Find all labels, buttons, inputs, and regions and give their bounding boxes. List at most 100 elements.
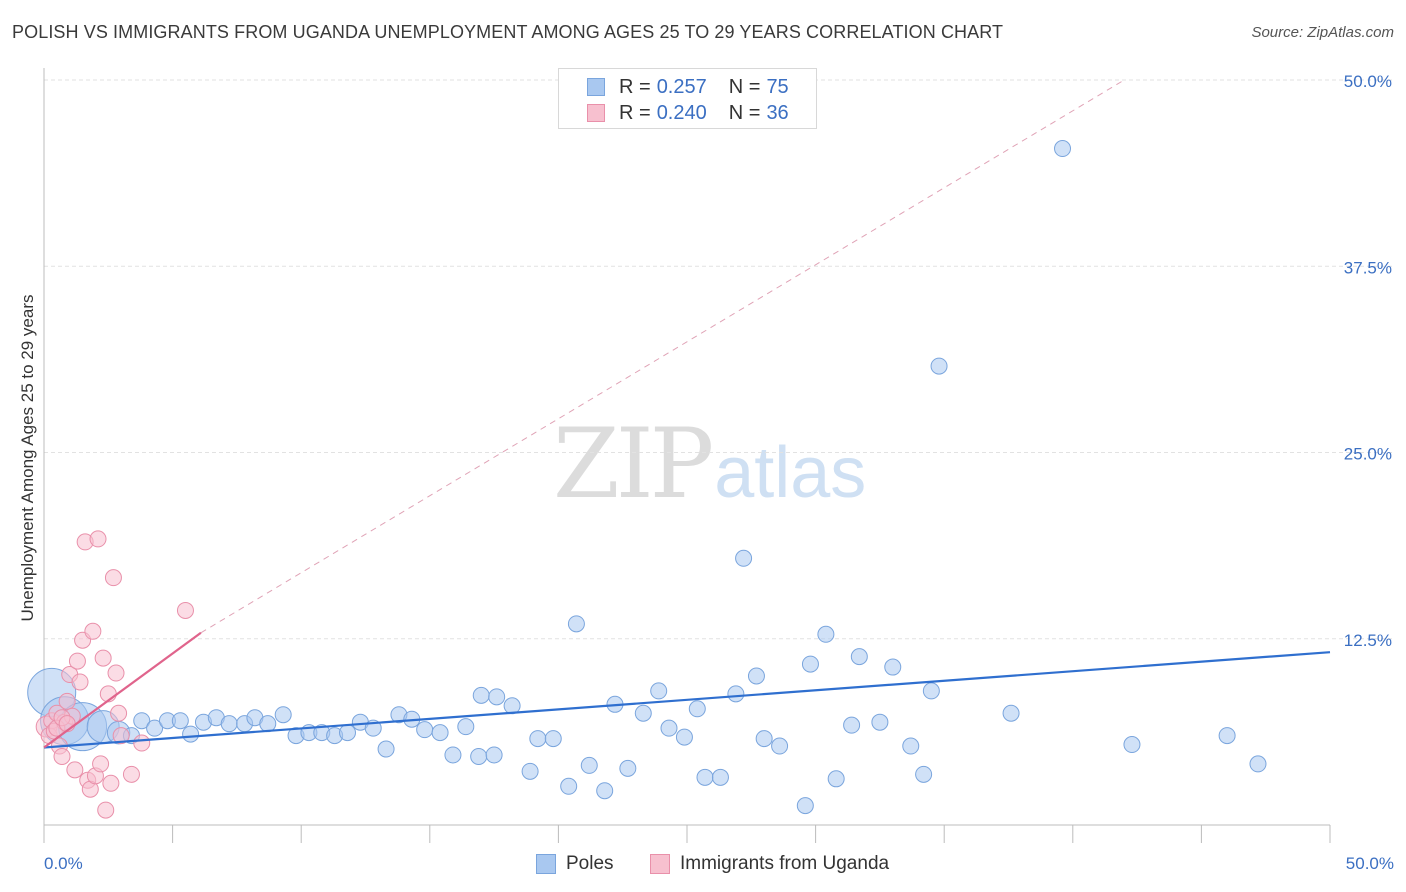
point-uganda [102, 774, 120, 792]
point-poles [675, 728, 693, 746]
legend-row-uganda: R = 0.240 N = 36 [587, 101, 789, 125]
y-tick-label: 37.5% [1344, 258, 1392, 277]
legend-r-value: 0.240 [656, 101, 707, 124]
point-poles [457, 718, 475, 736]
bottom-legend-swatch-uganda [650, 854, 670, 874]
point-poles [560, 777, 578, 795]
legend-row-poles: R = 0.257 N = 75 [587, 75, 789, 99]
bottom-legend-label-uganda: Immigrants from Uganda [680, 853, 890, 874]
point-poles [146, 719, 164, 737]
point-poles [274, 706, 292, 724]
point-uganda [68, 652, 86, 670]
point-poles [843, 716, 861, 734]
point-poles [1002, 704, 1020, 722]
point-poles [529, 730, 547, 748]
point-poles [431, 724, 449, 742]
point-poles [850, 648, 868, 666]
x-tick-label: 0.0% [44, 854, 83, 873]
point-poles [884, 658, 902, 676]
point-poles [1249, 755, 1267, 773]
point-poles [747, 667, 765, 685]
point-poles [827, 770, 845, 788]
bottom-legend-poles: Poles [536, 852, 614, 876]
point-poles [259, 715, 277, 733]
legend-n-value: 36 [766, 101, 789, 124]
point-poles [711, 768, 729, 786]
bottom-legend-label-poles: Poles [566, 853, 614, 874]
trendline-uganda [43, 631, 202, 749]
point-poles [580, 756, 598, 774]
source-label: Source: ZipAtlas.com [1251, 24, 1394, 41]
point-uganda [110, 704, 128, 722]
point-poles [930, 357, 948, 375]
watermark-zip: ZIP [553, 408, 714, 520]
point-poles [915, 765, 933, 783]
point-poles [544, 730, 562, 748]
point-poles [596, 782, 614, 800]
point-uganda [107, 664, 125, 682]
point-uganda [112, 727, 130, 745]
point-poles [416, 721, 434, 739]
point-poles [619, 759, 637, 777]
point-poles [182, 725, 200, 743]
y-tick-label: 25.0% [1344, 445, 1392, 464]
point-uganda [58, 692, 76, 710]
legend: R = 0.257 N = 75 R = 0.240 N = 36 [558, 68, 817, 129]
point-uganda [97, 801, 115, 819]
point-uganda [133, 734, 151, 752]
trendline-poles [43, 651, 1331, 749]
bottom-legend-uganda: Immigrants from Uganda [650, 852, 889, 876]
point-poles [796, 797, 814, 815]
legend-n-value: 75 [766, 75, 789, 98]
point-poles [1054, 140, 1072, 158]
point-poles [444, 746, 462, 764]
watermark-atlas: atlas [714, 433, 867, 513]
point-uganda [53, 747, 71, 765]
point-poles [735, 549, 753, 567]
point-poles [488, 688, 506, 706]
point-poles [817, 625, 835, 643]
point-uganda [92, 755, 110, 773]
point-poles [696, 768, 714, 786]
point-poles [133, 712, 151, 730]
trendline-uganda-extension [200, 79, 1125, 634]
legend-swatch-poles [587, 78, 605, 96]
point-poles [1218, 727, 1236, 745]
legend-r-label: R = [619, 75, 651, 98]
point-uganda [71, 673, 89, 691]
point-poles [634, 704, 652, 722]
legend-swatch-uganda [587, 104, 605, 122]
point-poles [801, 655, 819, 673]
point-poles [727, 685, 745, 703]
point-poles [472, 686, 490, 704]
legend-n-label: N = [728, 101, 761, 124]
y-tick-label: 50.0% [1344, 72, 1392, 91]
point-poles [771, 737, 789, 755]
point-poles [1123, 736, 1141, 754]
point-uganda [84, 622, 102, 640]
point-poles [470, 747, 488, 765]
legend-n-label: N = [728, 75, 761, 98]
point-uganda [66, 761, 84, 779]
point-poles [220, 715, 238, 733]
y-tick-label: 12.5% [1344, 631, 1392, 650]
chart-title: POLISH VS IMMIGRANTS FROM UGANDA UNEMPLO… [12, 22, 1004, 42]
point-poles [567, 615, 585, 633]
point-poles [755, 730, 773, 748]
point-poles [485, 746, 503, 764]
point-uganda [176, 601, 194, 619]
watermark: ZIPatlas [553, 408, 866, 520]
point-poles [650, 682, 668, 700]
point-poles [521, 762, 539, 780]
point-poles [660, 719, 678, 737]
x-tick-label: 50.0% [1346, 854, 1394, 873]
point-poles [871, 713, 889, 731]
point-uganda [104, 569, 122, 587]
point-poles [171, 712, 189, 730]
point-uganda [94, 649, 112, 667]
legend-r-value: 0.257 [656, 75, 707, 98]
legend-r-label: R = [619, 101, 651, 124]
point-poles [688, 700, 706, 718]
point-poles [377, 740, 395, 758]
